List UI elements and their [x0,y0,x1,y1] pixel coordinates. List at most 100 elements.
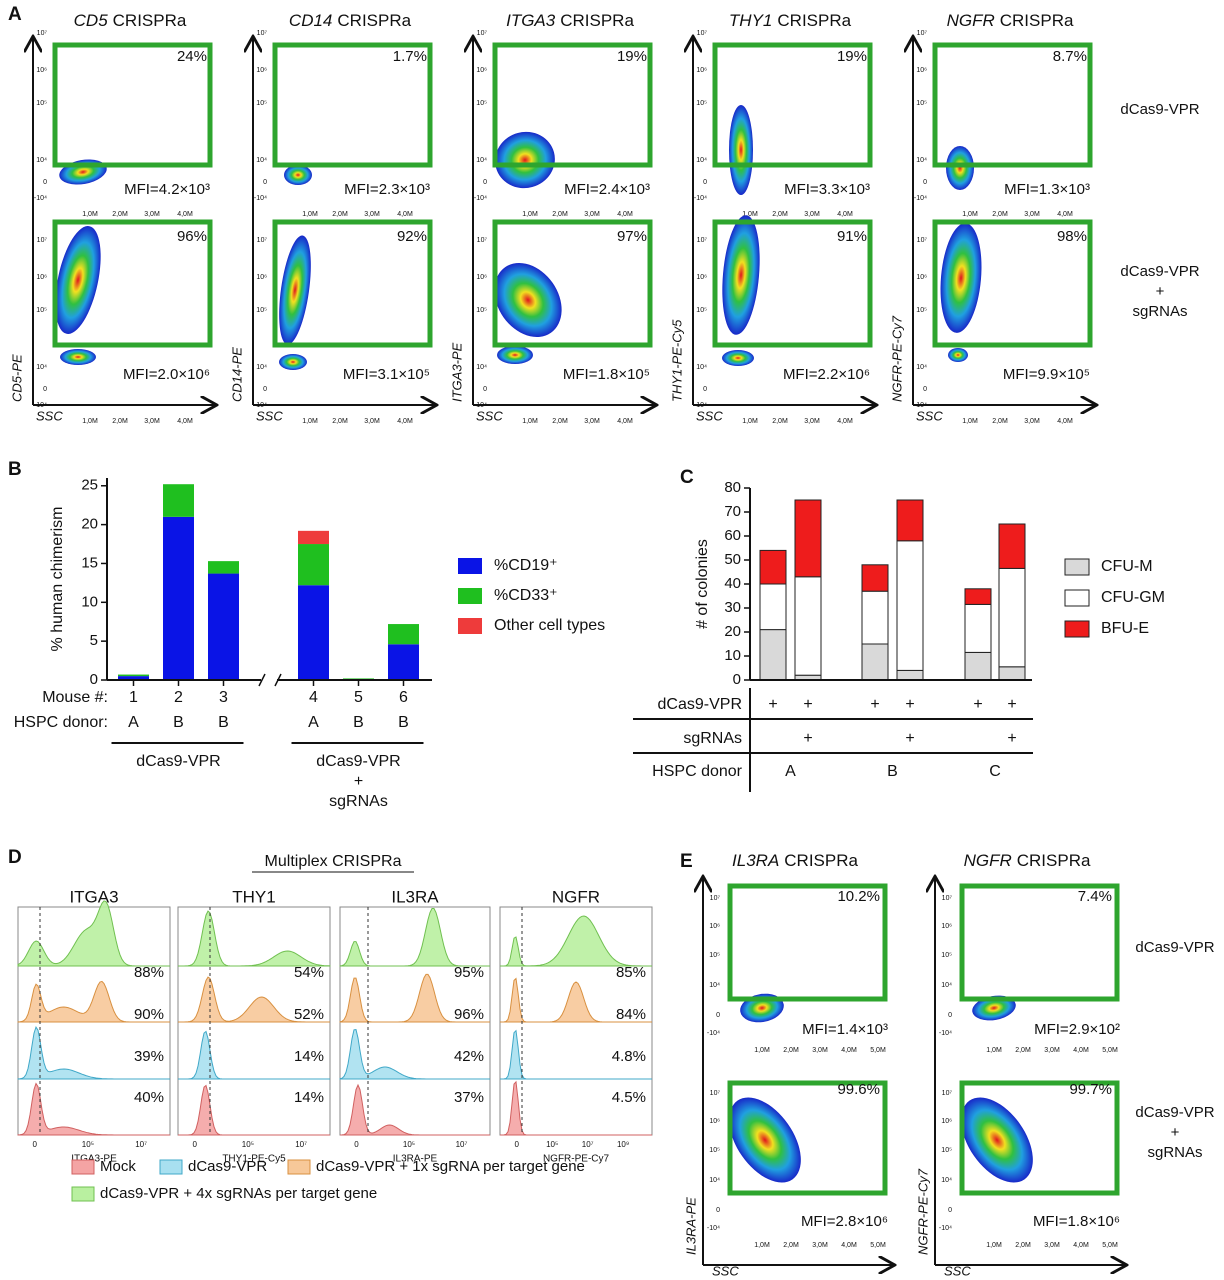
y-tick-label: 10⁷ [710,895,721,902]
title-suffix: CRISPRa [784,851,858,870]
group-label: sgRNAs [329,793,388,810]
legend-swatch [71,1186,95,1202]
y-tick-label: 10⁷ [710,1090,721,1097]
y-tick-label: -10⁴ [254,402,267,409]
density-blob [729,1097,801,1183]
legend-swatch [71,1159,95,1175]
density-blob [729,105,753,195]
y-tick-label: 10⁶ [709,923,720,930]
y-tick-label: 10⁵ [696,307,707,314]
mfi-label: MFI=3.1×10⁵ [343,366,430,383]
density-blob [59,159,107,185]
gate-percent: 98% [1057,228,1087,245]
bar-segment [998,567,1026,668]
density-blob [722,215,760,335]
y-tick-label: 0 [948,1012,952,1019]
y-tick-label: 0 [263,179,267,186]
bar-segment [208,573,239,680]
x-tick-label: 3,0M [1024,211,1040,218]
y-tick-label: 0 [43,179,47,186]
bar-segment [998,666,1026,681]
gate [727,1080,888,1196]
y-tick-label: -10⁴ [34,195,47,202]
gate [492,219,653,348]
gate [272,42,433,168]
x-tick-label: 3,0M [812,1047,828,1054]
density-blob [495,131,555,189]
density-blob [946,146,974,190]
mfi-label: MFI=2.8×10⁶ [801,1213,888,1230]
legend-label: dCas9-VPR + 4x sgRNAs per target gene [100,1185,377,1202]
group-label: dCas9-VPR [316,753,400,770]
x-tick-label: 2,0M [992,211,1008,218]
x-tick-label: 3,0M [1044,1047,1060,1054]
mfi-label: MFI=2.0×10⁶ [123,366,210,383]
group-label: + [354,773,363,790]
x-tick-label: 1,0M [522,418,538,425]
gate [52,42,213,168]
y-tick-label: 10⁷ [697,30,708,37]
gate [932,219,1093,348]
gate-percent: 7.4% [1078,888,1112,905]
x-tick-label: 3,0M [584,418,600,425]
x-tick-label: 0 [192,1140,197,1149]
mfi-label: MFI=2.2×10⁶ [783,366,870,383]
x-axis-label: SSC [944,1263,971,1278]
x-tick-label: 5,0M [1102,1047,1118,1054]
row-label: dCas9-VPR [1135,1104,1214,1121]
bar-segment [388,624,419,645]
y-tick-label: 0 [90,671,98,688]
y-axis-label: ITGA3-PE [449,342,464,402]
row-label: + [1156,283,1165,300]
y-tick-label: 10⁵ [709,1147,720,1154]
y-tick-label: -10⁴ [914,195,927,202]
x-tick-label: 1,0M [302,418,318,425]
percent-label: 14% [294,1048,324,1065]
percent-label: 84% [616,1006,646,1023]
x-tick-label: 4,0M [177,211,193,218]
y-tick-label: 0 [43,386,47,393]
table-cell: + [768,696,777,713]
percent-label: 88% [134,964,164,981]
y-tick-label: 10⁶ [256,274,267,281]
table-cell: + [973,696,982,713]
gene-name: THY1 [729,11,772,30]
gate-percent: 19% [617,48,647,65]
bar-segment [298,544,329,586]
gate-percent: 19% [837,48,867,65]
density-blob [940,223,982,333]
title-suffix: CRISPRa [1000,11,1074,30]
title-suffix: CRISPRa [560,11,634,30]
bar-segment [964,603,992,653]
x-tick-label: 3,0M [812,1242,828,1249]
y-tick-label: 15 [81,554,98,571]
y-tick-label: 10⁵ [696,100,707,107]
y-axis-label: IL3RA-PE [683,1197,698,1255]
percent-label: 39% [134,1048,164,1065]
x-tick-label: 2,0M [552,418,568,425]
mfi-label: MFI=9.9×10⁵ [1003,366,1090,383]
title-suffix: CRISPRa [113,11,187,30]
mfi-label: MFI=2.4×10³ [564,181,650,198]
x-tick-label: 4,0M [397,211,413,218]
y-tick-label: -10⁴ [34,402,47,409]
x-tick-label: 3,0M [1024,418,1040,425]
x-tick-label: 2,0M [992,418,1008,425]
y-tick-label: 10⁴ [696,364,707,371]
panel-label: E [680,851,693,872]
column-title: CD5 CRISPRa [74,11,187,30]
percent-label: 14% [294,1089,324,1106]
y-tick-label: 10⁵ [476,100,487,107]
density-blob [279,354,307,370]
column-title: CD14 CRISPRa [289,11,412,30]
percent-label: 54% [294,964,324,981]
row-label: dCas9-VPR [1120,101,1199,118]
x-tick-label: 1,0M [82,211,98,218]
x-axis-label: SSC [712,1263,739,1278]
x-tick-label: 4,0M [1073,1047,1089,1054]
legend-swatch [287,1159,311,1175]
y-tick-label: 10⁴ [256,157,267,164]
x-tick-label: 5,0M [870,1242,886,1249]
percent-label: 40% [134,1089,164,1106]
